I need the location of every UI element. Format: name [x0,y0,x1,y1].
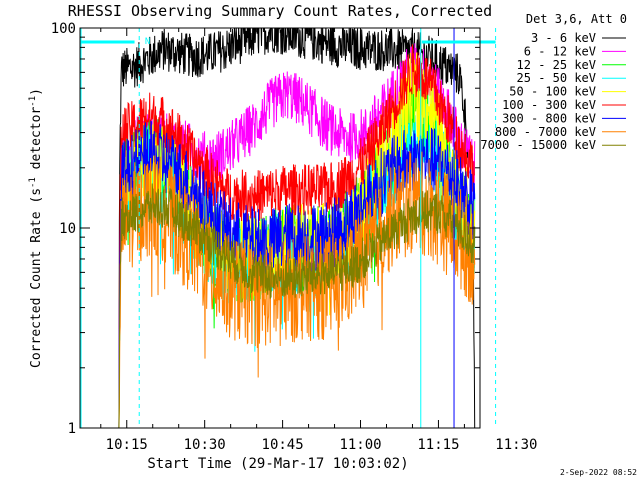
y-tick-label-1: 10 [59,221,76,237]
series-line-6 [118,120,476,428]
legend-label-2: 12 - 25 keV [517,58,596,72]
x-tick-label-2: 10:45 [262,437,304,453]
y-axis-label: Corrected Count Rate (s-1 detector-1) [28,88,44,368]
legend-label-3: 25 - 50 keV [517,71,596,85]
x-tick-label-4: 11:15 [417,437,459,453]
legend-title: Det 3,6, Att 0 [526,12,627,26]
x-tick-label-5: 11:30 [495,437,537,453]
series-line-5 [118,44,475,428]
x-axis-label: Start Time (29-Mar-17 10:03:02) [147,456,408,472]
y-axis-label-main: Corrected Count Rate (s [29,188,44,368]
legend-label-4: 50 - 100 keV [509,85,596,99]
flags-layer: N [81,37,496,47]
ticks-layer: 10:15 10:30 10:45 11:00 11:15 11:30 100 10 1 [51,21,538,453]
series-line-7 [118,151,476,428]
y-axis-label-sup2: -1 [28,96,38,107]
y-tick-label-2: 1 [68,421,76,437]
x-tick-label-1: 10:30 [184,437,226,453]
y-axis-label-end: ) [29,88,44,96]
y-tick-label-0: 100 [51,21,76,37]
series-layer [118,28,476,428]
series-line-8 [118,183,476,428]
legend-label-6: 300 - 800 keV [502,111,596,125]
y-axis-label-sup1: -1 [28,177,38,188]
flag-label: N [145,37,150,47]
x-tick-label-0: 10:15 [106,437,148,453]
legend-label-7: 800 - 7000 keV [495,125,596,139]
legend-label-8: 7000 - 15000 keV [480,138,596,152]
footer-date: 2-Sep-2022 08:52 [560,468,637,477]
x-tick-label-3: 11:00 [339,437,381,453]
chart-title: RHESSI Observing Summary Count Rates, Co… [68,2,492,20]
y-axis-label-mid: detector [29,107,44,178]
legend-label-1: 6 - 12 keV [524,44,596,58]
legend-label-0: 3 - 6 keV [531,31,596,45]
legend-label-5: 100 - 300 keV [502,98,596,112]
